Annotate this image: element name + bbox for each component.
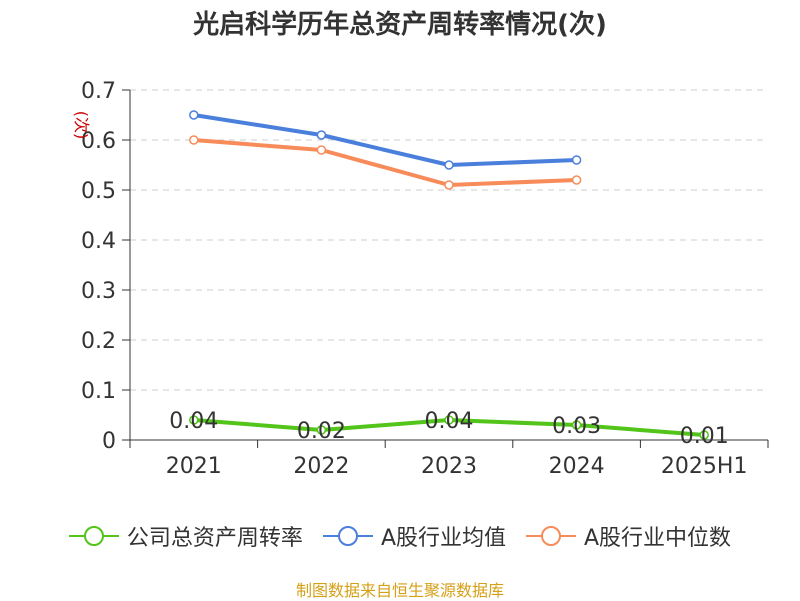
y-axis-label: (次) <box>72 111 91 140</box>
x-tick-label: 2024 <box>549 454 605 479</box>
series-line <box>191 113 579 167</box>
data-point <box>189 110 199 120</box>
legend-item-mean[interactable]: A股行业均值 <box>322 520 506 552</box>
legend-marker-mean <box>322 526 373 546</box>
y-tick-label: 0.5 <box>81 179 116 204</box>
data-label: 0.02 <box>297 419 346 444</box>
legend-label-median: A股行业中位数 <box>584 526 732 551</box>
data-point <box>571 420 582 430</box>
data-point <box>316 130 327 140</box>
y-tick-label: 0.3 <box>81 279 116 304</box>
data-point <box>571 175 582 185</box>
legend: 公司总资产周转率 A股行业均值 A股行业中位数 <box>0 520 800 552</box>
data-label: 0.04 <box>169 409 218 434</box>
x-tick-label: 2023 <box>421 454 477 479</box>
data-label: 0.04 <box>425 409 474 434</box>
data-label: 0.01 <box>680 424 729 449</box>
y-tick-label: 0.1 <box>81 379 116 404</box>
legend-label-company: 公司总资产周转率 <box>126 526 303 551</box>
data-point <box>189 135 199 145</box>
data-point <box>316 425 327 435</box>
y-tick-label: 0.4 <box>81 229 116 254</box>
legend-item-median[interactable]: A股行业中位数 <box>526 520 731 552</box>
data-point <box>316 145 327 155</box>
chart-title: 光启科学历年总资产周转率情况(次) <box>193 10 607 40</box>
legend-label-mean: A股行业均值 <box>380 526 506 551</box>
legend-marker-median <box>526 526 576 546</box>
legend-item-company[interactable]: 公司总资产周转率 <box>68 520 303 552</box>
data-label: 0.03 <box>552 414 601 439</box>
x-tick-label: 2021 <box>166 454 222 479</box>
x-tick-label: 2022 <box>293 454 349 479</box>
data-point <box>699 430 709 440</box>
series-line <box>191 138 579 187</box>
y-tick-label: 0 <box>102 429 116 454</box>
y-tick-label: 0.2 <box>81 329 116 354</box>
y-tick-label: 0.6 <box>81 129 116 154</box>
data-point <box>189 415 199 425</box>
data-point <box>444 180 454 190</box>
legend-marker-company <box>68 526 119 546</box>
y-tick-label: 0.7 <box>81 79 116 104</box>
x-tick-label: 2025H1 <box>661 454 748 479</box>
data-point <box>444 415 454 425</box>
data-point <box>571 155 582 165</box>
source-note: 制图数据来自恒生聚源数据库 <box>295 581 504 600</box>
data-point <box>444 160 454 170</box>
